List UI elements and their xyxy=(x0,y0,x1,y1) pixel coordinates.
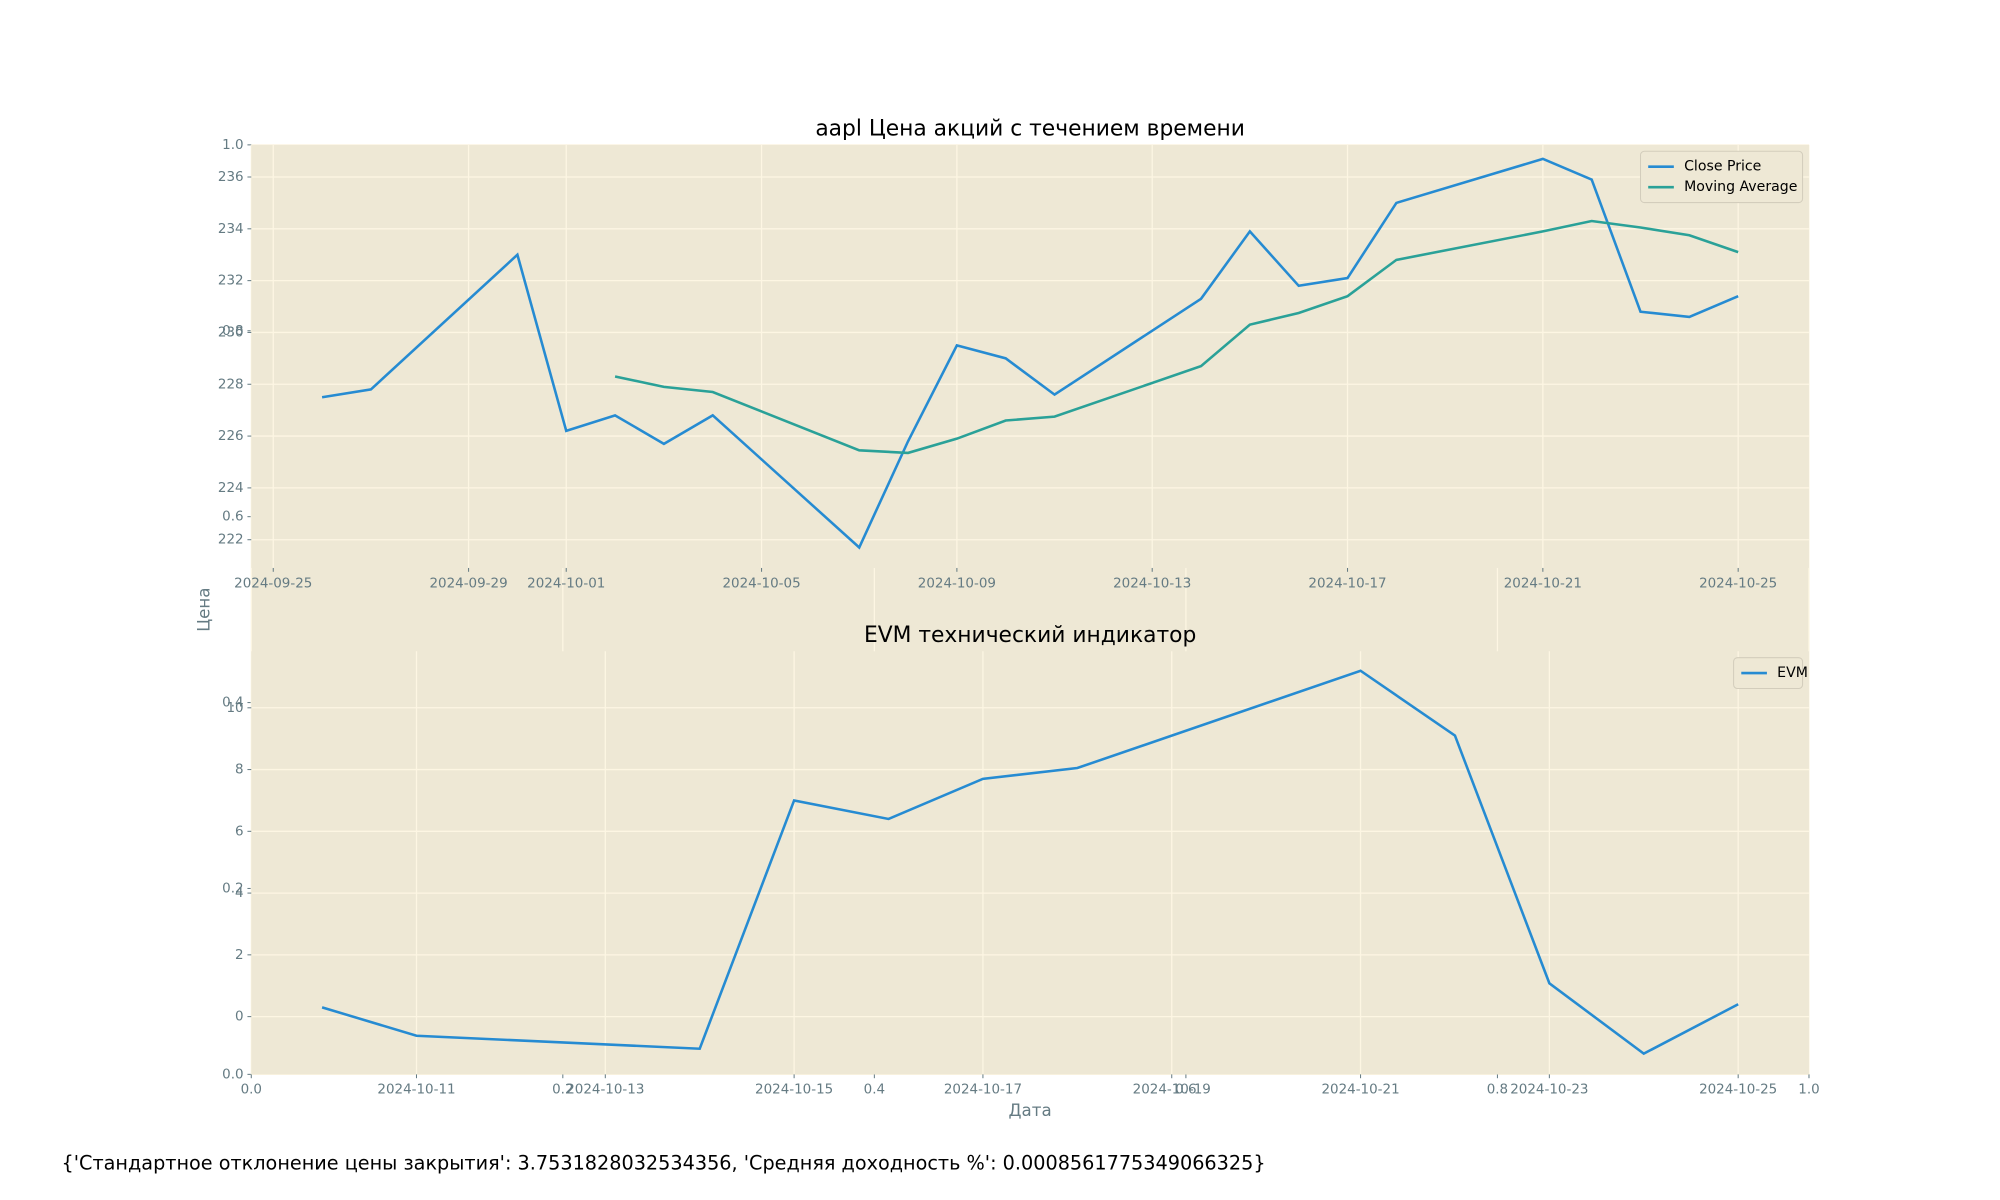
y-tick-label: 230 xyxy=(218,325,244,340)
x-tick-label: 2024-10-17 xyxy=(944,1083,1022,1098)
x-tick-label: 0.0 xyxy=(241,1083,262,1098)
y-tick-label: 0.0 xyxy=(222,1067,243,1082)
y-tick-label: 0 xyxy=(235,1010,244,1025)
x-tick-label: 2024-10-15 xyxy=(755,1083,833,1098)
line-series xyxy=(321,157,1739,550)
x-tick-label: 2024-09-29 xyxy=(429,576,507,591)
y-tick-label: 10 xyxy=(226,701,243,716)
chart-title: aapl Цена акций с течением времени xyxy=(815,116,1245,141)
line-series xyxy=(321,669,1739,1056)
x-tick-label: 0.8 xyxy=(1487,1083,1508,1098)
y-tick-label: 0.2 xyxy=(222,881,243,896)
chart-title: EVM технический индикатор xyxy=(864,623,1196,648)
y-tick-label: 2 xyxy=(235,948,244,963)
x-tick-label: 0.2 xyxy=(552,1083,573,1098)
plot-background xyxy=(251,651,1809,1075)
x-tick-label: 2024-10-13 xyxy=(566,1083,644,1098)
x-axis-label: Дата xyxy=(1009,1101,1052,1120)
footer-text: {'Стандартное отклонение цены закрытия':… xyxy=(62,1152,1266,1175)
y-tick-label: 0.8 xyxy=(222,324,243,339)
x-tick-label: 0.4 xyxy=(864,1083,885,1098)
y-tick-label: 0.4 xyxy=(222,696,243,711)
x-tick-label: 1.0 xyxy=(1798,1083,1819,1098)
x-tick-label: 2024-10-13 xyxy=(1113,576,1191,591)
y-tick-label: 4 xyxy=(235,886,244,901)
x-tick-label: 2024-10-21 xyxy=(1504,576,1582,591)
y-tick-label: 232 xyxy=(218,274,244,289)
x-tick-label: 2024-09-25 xyxy=(234,576,312,591)
y-tick-label: 8 xyxy=(235,763,244,778)
y-tick-label: 226 xyxy=(218,429,244,444)
figure: 0.0 0.2 0.4 0.6 0.8 1.0 0.0 0.2 0.4 0.6 0.8 1.0 Дата… xyxy=(195,116,1820,1120)
plot-background xyxy=(251,144,1809,568)
legend-label: Moving Average xyxy=(1684,179,1797,195)
x-tick-label: 2024-10-17 xyxy=(1308,576,1386,591)
line-series xyxy=(614,219,1739,455)
y-axis-label: Цена xyxy=(195,587,214,631)
legend-box xyxy=(1639,150,1804,204)
legend-box xyxy=(1733,657,1804,689)
x-tick-label: 2024-10-21 xyxy=(1321,1083,1399,1098)
y-tick-label: 1.0 xyxy=(222,138,243,153)
y-tick-label: 224 xyxy=(218,481,244,496)
x-tick-label: 2024-10-09 xyxy=(918,576,996,591)
y-tick-label: 236 xyxy=(218,170,244,185)
x-tick-label: 2024-10-05 xyxy=(722,576,800,591)
y-tick-label: 0.6 xyxy=(222,510,243,525)
x-tick-label: 2024-10-19 xyxy=(1133,1083,1211,1098)
x-tick-label: 2024-10-11 xyxy=(377,1083,455,1098)
legend-label: EVM xyxy=(1777,665,1808,681)
x-tick-label: 2024-10-01 xyxy=(527,576,605,591)
y-tick-label: 222 xyxy=(218,533,244,548)
x-tick-label: 2024-10-23 xyxy=(1510,1083,1588,1098)
x-tick-label: 2024-10-25 xyxy=(1699,1083,1777,1098)
x-tick-label: 2024-10-25 xyxy=(1699,576,1777,591)
y-tick-label: 234 xyxy=(218,222,244,237)
y-tick-label: 6 xyxy=(235,824,244,839)
x-tick-label: 0.6 xyxy=(1175,1083,1196,1098)
legend-label: Close Price xyxy=(1684,159,1761,175)
y-tick-label: 228 xyxy=(218,377,244,392)
